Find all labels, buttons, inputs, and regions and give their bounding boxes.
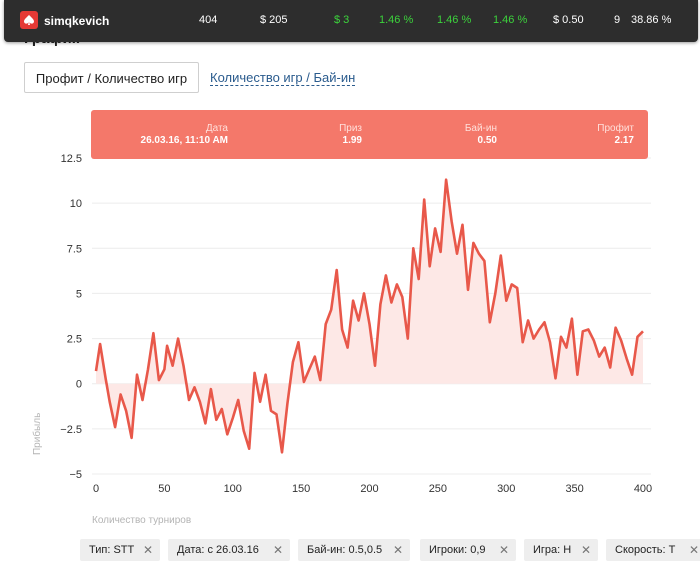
poker-logo-icon[interactable] bbox=[20, 11, 38, 29]
close-icon[interactable]: ✕ bbox=[498, 543, 509, 557]
filter-chip-buyin: Бай-ин: 0.5,0.5 ✕ bbox=[298, 539, 410, 561]
close-icon[interactable]: ✕ bbox=[272, 543, 283, 557]
x-tick-label: 50 bbox=[158, 483, 170, 495]
filter-chip-type: Тип: STT ✕ bbox=[80, 539, 160, 561]
filter-chip-players-label: Игроки: 0,9 bbox=[429, 544, 486, 556]
tooltip-buyin: Бай-ин 0.50 bbox=[465, 123, 497, 146]
filter-chip-speed-label: Скорость: T bbox=[615, 544, 676, 556]
y-tick-label: 10 bbox=[70, 198, 82, 210]
x-tick-label: 150 bbox=[292, 483, 310, 495]
stat-roi-2: 1.46 % bbox=[437, 14, 472, 26]
point-tooltip: Дата 26.03.16, 11:10 AM Приз 1.99 Бай-ин… bbox=[91, 110, 648, 159]
tooltip-profit-label: Профит bbox=[597, 123, 634, 134]
y-tick-label: 0 bbox=[76, 379, 82, 391]
top-stats-bar: simqkevich 404 $ 205 $ 3 1.46 % 1.46 % 1… bbox=[4, 0, 698, 42]
tab-games-buyin-label: Количество игр / Бай-ин bbox=[210, 70, 356, 86]
x-tick-label: 250 bbox=[429, 483, 447, 495]
y-axis-label: Прибыль bbox=[31, 413, 43, 455]
profit-line bbox=[94, 178, 644, 454]
tooltip-date: Дата 26.03.16, 11:10 AM bbox=[141, 123, 228, 146]
tooltip-prize-label: Приз bbox=[339, 123, 362, 134]
x-axis-label: Количество турниров bbox=[92, 515, 192, 526]
close-icon[interactable]: ✕ bbox=[392, 543, 403, 557]
y-tick-label: 2.5 bbox=[67, 334, 82, 346]
profit-area bbox=[96, 179, 643, 453]
filter-chip-date-label: Дата: с 26.03.16 bbox=[177, 544, 259, 556]
filter-chip-game-label: Игра: H bbox=[533, 544, 572, 556]
filter-chip-speed: Скорость: T ✕ bbox=[606, 539, 700, 561]
tooltip-date-value: 26.03.16, 11:10 AM bbox=[140, 135, 228, 146]
filter-chip-type-label: Тип: STT bbox=[89, 544, 135, 556]
y-tick-label: −5 bbox=[69, 469, 82, 481]
stat-roi: 1.46 % bbox=[379, 14, 414, 26]
username[interactable]: simqkevich bbox=[44, 14, 110, 28]
x-tick-label: 0 bbox=[93, 483, 99, 495]
x-tick-label: 200 bbox=[360, 483, 378, 495]
x-tick-label: 400 bbox=[634, 483, 652, 495]
tooltip-date-label: Дата bbox=[205, 123, 228, 134]
stat-games: 404 bbox=[199, 14, 218, 26]
tab-profit-games[interactable]: Профит / Количество игр bbox=[24, 62, 199, 93]
tab-games-buyin[interactable]: Количество игр / Бай-ин bbox=[210, 62, 356, 93]
y-tick-label: −2.5 bbox=[60, 424, 82, 436]
y-tick-label: 12.5 bbox=[61, 153, 82, 165]
stat-total-buyin: $ 205 bbox=[260, 14, 288, 26]
close-icon[interactable]: ✕ bbox=[688, 543, 699, 557]
stat-itm: 38.86 % bbox=[631, 14, 672, 26]
tooltip-prize: Приз 1.99 bbox=[339, 123, 362, 146]
y-tick-label: 5 bbox=[76, 288, 82, 300]
close-icon[interactable]: ✕ bbox=[580, 543, 591, 557]
filter-chip-players: Игроки: 0,9 ✕ bbox=[420, 539, 516, 561]
x-tick-label: 100 bbox=[224, 483, 242, 495]
filter-chip-buyin-label: Бай-ин: 0.5,0.5 bbox=[307, 544, 383, 556]
stat-avg-buyin: $ 0.50 bbox=[553, 14, 584, 26]
tooltip-prize-value: 1.99 bbox=[342, 135, 362, 146]
stat-roi-3: 1.46 % bbox=[493, 14, 528, 26]
stat-players: 9 bbox=[614, 14, 621, 26]
y-tick-label: 7.5 bbox=[67, 243, 82, 255]
filter-chip-date: Дата: с 26.03.16 ✕ bbox=[168, 539, 290, 561]
filter-chip-game: Игра: H ✕ bbox=[524, 539, 598, 561]
x-tick-label: 300 bbox=[497, 483, 515, 495]
tooltip-profit-value: 2.17 bbox=[614, 135, 634, 146]
x-tick-label: 350 bbox=[565, 483, 583, 495]
tooltip-profit: Профит 2.17 bbox=[597, 123, 634, 146]
close-icon[interactable]: ✕ bbox=[142, 543, 153, 557]
tooltip-buyin-value: 0.50 bbox=[477, 135, 497, 146]
tooltip-buyin-label: Бай-ин bbox=[464, 123, 497, 134]
stat-profit: $ 3 bbox=[334, 14, 350, 26]
